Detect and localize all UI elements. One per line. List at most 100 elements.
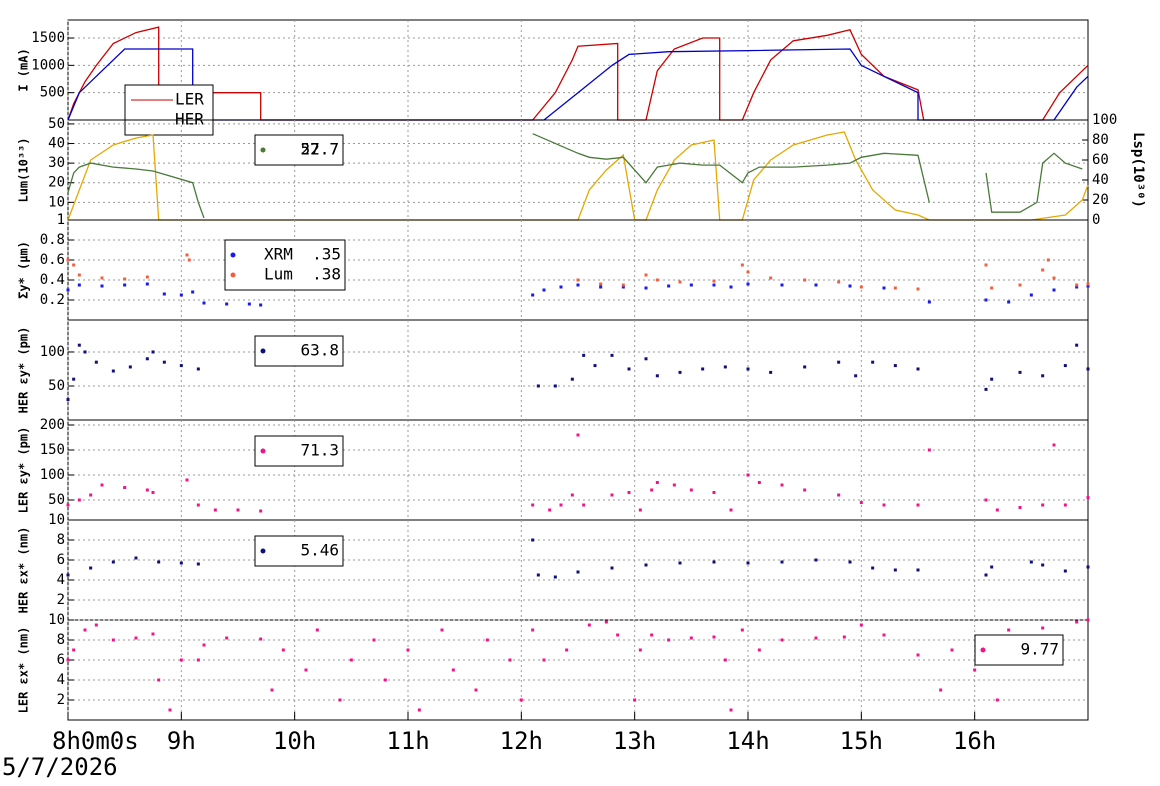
point bbox=[712, 491, 716, 494]
point bbox=[633, 698, 637, 702]
y-tick-label: 4 bbox=[57, 672, 65, 688]
point bbox=[984, 573, 988, 577]
point bbox=[984, 263, 988, 267]
y-tick-label: 0.6 bbox=[40, 252, 65, 268]
point bbox=[1086, 618, 1090, 622]
legend-box bbox=[254, 335, 344, 367]
point bbox=[655, 481, 659, 484]
point bbox=[576, 278, 580, 282]
point bbox=[196, 658, 200, 662]
point bbox=[916, 653, 920, 657]
point bbox=[187, 258, 191, 262]
point bbox=[644, 273, 648, 277]
point bbox=[145, 357, 149, 361]
point bbox=[111, 638, 115, 642]
point bbox=[780, 560, 784, 564]
point bbox=[814, 558, 818, 562]
point bbox=[650, 633, 654, 637]
legend: 71.3 bbox=[254, 435, 344, 467]
point bbox=[939, 688, 943, 692]
x-tick-label: 8h0m0s bbox=[52, 727, 139, 755]
point bbox=[627, 367, 631, 371]
point bbox=[701, 367, 705, 371]
legend-label: 71.3 bbox=[300, 441, 339, 460]
point bbox=[610, 493, 614, 497]
point bbox=[723, 365, 727, 369]
y2-tick-label: 80 bbox=[1092, 132, 1109, 148]
point bbox=[89, 566, 93, 570]
point bbox=[973, 668, 977, 672]
legend-swatch bbox=[260, 147, 266, 153]
point bbox=[94, 623, 98, 627]
y-tick-label: 6 bbox=[57, 552, 65, 568]
y-tick-label: 30 bbox=[48, 155, 65, 171]
point bbox=[729, 285, 733, 289]
point bbox=[667, 284, 671, 288]
point bbox=[145, 282, 149, 286]
point bbox=[349, 658, 353, 662]
point bbox=[134, 636, 138, 640]
point bbox=[77, 273, 81, 277]
point bbox=[236, 508, 240, 512]
point bbox=[746, 367, 750, 371]
point bbox=[678, 280, 682, 284]
point bbox=[128, 365, 132, 369]
point bbox=[1075, 283, 1079, 287]
point bbox=[1052, 443, 1056, 447]
y2-tick-label: 40 bbox=[1092, 172, 1109, 188]
point bbox=[599, 285, 603, 289]
series-group bbox=[66, 343, 1090, 402]
point bbox=[202, 301, 206, 305]
point bbox=[616, 633, 620, 637]
point bbox=[247, 302, 251, 306]
point bbox=[185, 253, 189, 257]
point bbox=[542, 288, 546, 292]
point bbox=[837, 360, 841, 364]
series-group bbox=[66, 433, 1090, 513]
point bbox=[729, 708, 733, 712]
legend-label: LER bbox=[175, 90, 204, 109]
point bbox=[814, 636, 818, 640]
y-tick-label: 2 bbox=[57, 592, 65, 608]
y-tick-label: 40 bbox=[48, 136, 65, 152]
point bbox=[621, 285, 625, 289]
point bbox=[837, 280, 841, 284]
y-tick-label: 20 bbox=[48, 175, 65, 191]
point bbox=[582, 353, 586, 357]
point bbox=[1086, 565, 1090, 569]
point bbox=[916, 367, 920, 371]
point bbox=[667, 638, 671, 642]
y-tick-label: 10 bbox=[48, 512, 65, 528]
point bbox=[984, 298, 988, 302]
y-tick-label: 50 bbox=[48, 492, 65, 508]
point bbox=[1086, 496, 1090, 499]
point bbox=[66, 258, 70, 262]
point bbox=[66, 573, 70, 577]
point bbox=[582, 503, 586, 507]
point bbox=[315, 628, 319, 632]
x-tick-label: 15h bbox=[840, 727, 883, 755]
point bbox=[984, 387, 988, 391]
point bbox=[984, 498, 988, 502]
legend-box bbox=[124, 84, 214, 136]
point bbox=[474, 688, 478, 692]
point bbox=[270, 688, 274, 692]
y-tick-label: 1000 bbox=[31, 57, 65, 73]
point bbox=[995, 508, 999, 512]
point bbox=[548, 508, 552, 512]
point bbox=[814, 283, 818, 287]
series-group bbox=[66, 618, 1090, 712]
point bbox=[519, 698, 523, 702]
point bbox=[610, 566, 614, 570]
legend: 9.77 bbox=[974, 634, 1064, 666]
point bbox=[196, 367, 200, 371]
y2-axis-label: Lsp(10³⁰) bbox=[1130, 132, 1146, 208]
point bbox=[111, 369, 115, 373]
point bbox=[746, 561, 750, 565]
y-axis-label: LER εy* (pm) bbox=[17, 427, 31, 514]
point bbox=[1041, 268, 1045, 272]
legend-label: 9.77 bbox=[1020, 640, 1059, 659]
point bbox=[837, 493, 841, 497]
point bbox=[712, 635, 716, 639]
